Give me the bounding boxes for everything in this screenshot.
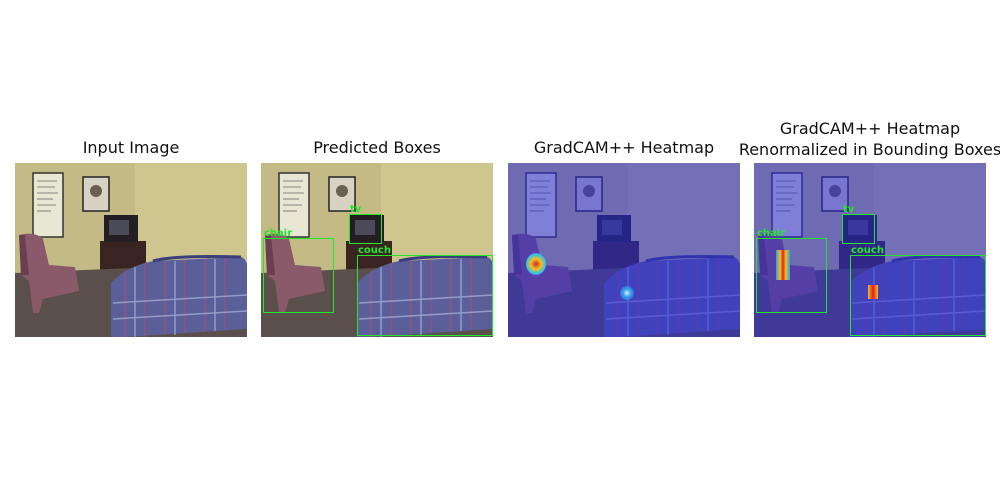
heat-hotspot-chair [526, 253, 546, 275]
couch-box-label: couch [358, 245, 391, 256]
chair-box-label: chair [757, 228, 786, 239]
tv-bounding-box [349, 214, 382, 244]
tv-box-label: tv [843, 204, 855, 215]
predicted-boxes-image: chair tv couch [261, 163, 493, 337]
heatmap-overlay [508, 163, 740, 337]
panel-title-line2: Renormalized in Bounding Boxes [738, 140, 1000, 159]
heat-hotspot-couch [620, 286, 634, 300]
gradcam-heatmap-image [508, 163, 740, 337]
panel-title: Input Image [82, 138, 180, 157]
input-image-panel: Input Image [15, 0, 247, 500]
panel-title: GradCAM++ Heatmap Renormalized in Boundi… [714, 118, 1000, 160]
chair-bounding-box [756, 238, 827, 313]
input-image [15, 163, 247, 337]
renormalized-heatmap-panel: GradCAM++ Heatmap Renormalized in Boundi… [739, 0, 1000, 500]
predicted-boxes-panel: Predicted Boxes chair tv couch [261, 0, 493, 500]
tv-bounding-box [842, 214, 875, 244]
gradcam-heatmap-panel: GradCAM++ Heatmap [508, 0, 740, 500]
couch-bounding-box [850, 255, 986, 336]
panel-title-line1: GradCAM++ Heatmap [779, 119, 961, 138]
couch-box-label: couch [851, 245, 884, 256]
panel-title: Predicted Boxes [313, 138, 441, 157]
renormalized-heatmap-image: chair tv couch [754, 163, 986, 337]
chair-box-label: chair [264, 228, 293, 239]
heat-hotspot-chair [776, 250, 790, 280]
tv-box-label: tv [350, 204, 362, 215]
couch-bounding-box [357, 255, 493, 336]
heatmap-overlay [754, 163, 986, 337]
chair-bounding-box [263, 238, 334, 313]
heat-hotspot-couch [868, 285, 878, 299]
panel-title: GradCAM++ Heatmap [533, 138, 715, 157]
